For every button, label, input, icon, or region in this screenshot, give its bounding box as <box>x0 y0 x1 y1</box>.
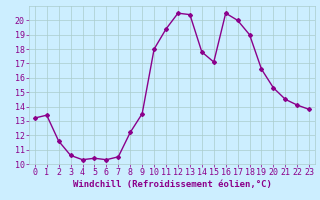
X-axis label: Windchill (Refroidissement éolien,°C): Windchill (Refroidissement éolien,°C) <box>73 180 271 189</box>
